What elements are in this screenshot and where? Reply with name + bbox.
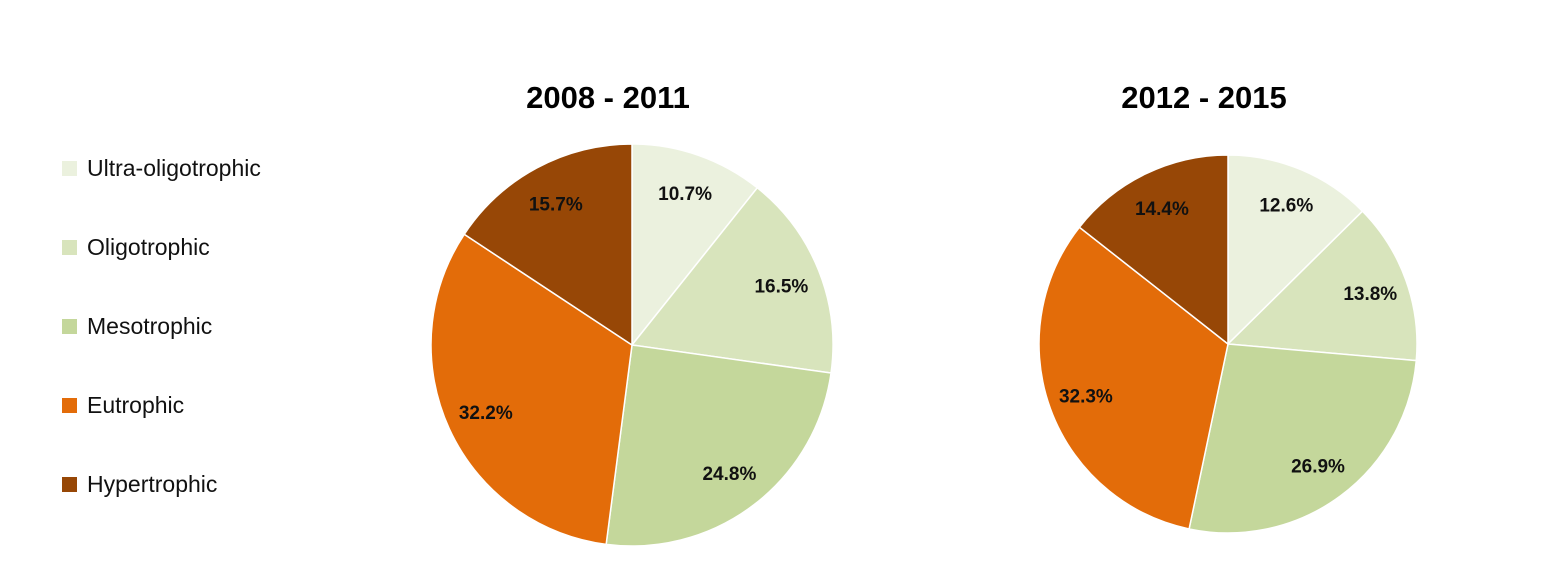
data-label: 15.7% [529, 194, 583, 215]
data-label: 13.8% [1343, 284, 1397, 305]
legend-item: Hypertrophic [62, 445, 261, 524]
legend-label: Mesotrophic [87, 313, 213, 339]
data-label: 10.7% [658, 184, 712, 205]
legend-item: Eutrophic [62, 366, 261, 445]
legend-item: Mesotrophic [62, 287, 261, 366]
pie-slice-oligotrophic [630, 186, 834, 374]
legend-label: Eutrophic [87, 392, 185, 418]
legend-swatch [62, 319, 77, 334]
data-label: 32.2% [459, 403, 513, 424]
pie-slice-ultra-oligotrophic [1227, 154, 1364, 346]
pie-slice-mesotrophic [1188, 343, 1418, 534]
chart-title: 2012 - 2015 [1121, 80, 1286, 115]
data-label: 16.5% [754, 277, 808, 298]
pie-slice-oligotrophic [1226, 210, 1418, 362]
pie-slice-eutrophic [430, 233, 633, 546]
data-label: 12.6% [1259, 195, 1313, 216]
legend-swatch [62, 240, 77, 255]
data-label: 32.3% [1059, 387, 1113, 408]
legend-label: Oligotrophic [87, 234, 210, 260]
pie-slice-mesotrophic [605, 344, 832, 547]
pie-slice-ultra-oligotrophic [631, 143, 759, 348]
pie-slice-hypertrophic [463, 143, 633, 347]
legend-swatch [62, 477, 77, 492]
legend: Ultra-oligotrophic Oligotrophic Mesotrophi… [62, 153, 261, 548]
data-label: 14.4% [1135, 199, 1189, 220]
legend-swatch [62, 161, 77, 176]
legend-swatch [62, 398, 77, 413]
legend-label: Hypertrophic [87, 471, 218, 497]
chart-title: 2008 - 2011 [526, 80, 690, 115]
pie-slice-hypertrophic [1078, 154, 1229, 346]
data-label: 26.9% [1291, 456, 1345, 477]
legend-label: Ultra-oligotrophic [87, 155, 261, 181]
pie-slice-eutrophic [1038, 226, 1229, 530]
data-label: 24.8% [702, 464, 756, 485]
legend-item: Oligotrophic [62, 208, 261, 287]
legend-item: Ultra-oligotrophic [62, 129, 261, 208]
